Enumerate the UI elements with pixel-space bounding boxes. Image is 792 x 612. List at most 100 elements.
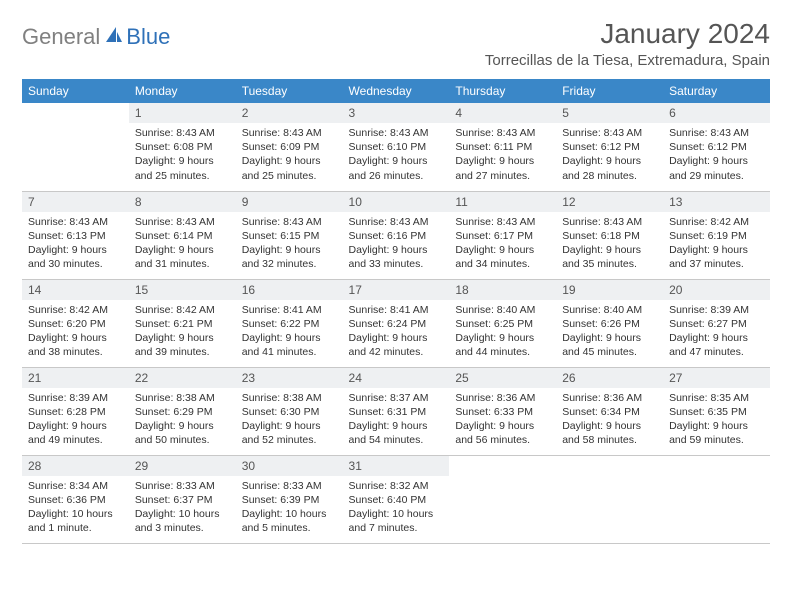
- day-text: Sunrise: 8:43 AMSunset: 6:15 PMDaylight:…: [236, 212, 343, 277]
- day-number: 17: [343, 280, 450, 300]
- day-number: 2: [236, 103, 343, 123]
- calendar-cell: 30Sunrise: 8:33 AMSunset: 6:39 PMDayligh…: [236, 455, 343, 543]
- day-text: Sunrise: 8:32 AMSunset: 6:40 PMDaylight:…: [343, 476, 450, 541]
- day-number: 24: [343, 368, 450, 388]
- day-number: 23: [236, 368, 343, 388]
- calendar-cell: 22Sunrise: 8:38 AMSunset: 6:29 PMDayligh…: [129, 367, 236, 455]
- calendar-body: 1Sunrise: 8:43 AMSunset: 6:08 PMDaylight…: [22, 103, 770, 543]
- day-text: Sunrise: 8:43 AMSunset: 6:17 PMDaylight:…: [449, 212, 556, 277]
- day-text: Sunrise: 8:43 AMSunset: 6:18 PMDaylight:…: [556, 212, 663, 277]
- day-text: Sunrise: 8:33 AMSunset: 6:39 PMDaylight:…: [236, 476, 343, 541]
- calendar-cell: 18Sunrise: 8:40 AMSunset: 6:25 PMDayligh…: [449, 279, 556, 367]
- day-number: [556, 456, 663, 462]
- day-text: Sunrise: 8:39 AMSunset: 6:28 PMDaylight:…: [22, 388, 129, 453]
- day-text: Sunrise: 8:33 AMSunset: 6:37 PMDaylight:…: [129, 476, 236, 541]
- month-title: January 2024: [485, 18, 770, 50]
- day-text: Sunrise: 8:40 AMSunset: 6:25 PMDaylight:…: [449, 300, 556, 365]
- day-number: 31: [343, 456, 450, 476]
- day-number: [663, 456, 770, 462]
- day-text: Sunrise: 8:43 AMSunset: 6:08 PMDaylight:…: [129, 123, 236, 188]
- calendar-cell: 19Sunrise: 8:40 AMSunset: 6:26 PMDayligh…: [556, 279, 663, 367]
- calendar-row: 1Sunrise: 8:43 AMSunset: 6:08 PMDaylight…: [22, 103, 770, 191]
- day-text: Sunrise: 8:36 AMSunset: 6:33 PMDaylight:…: [449, 388, 556, 453]
- day-number: 6: [663, 103, 770, 123]
- day-number: 16: [236, 280, 343, 300]
- day-number: 18: [449, 280, 556, 300]
- calendar-cell: [22, 103, 129, 191]
- calendar-cell: 10Sunrise: 8:43 AMSunset: 6:16 PMDayligh…: [343, 191, 450, 279]
- calendar-cell: 8Sunrise: 8:43 AMSunset: 6:14 PMDaylight…: [129, 191, 236, 279]
- calendar-cell: 11Sunrise: 8:43 AMSunset: 6:17 PMDayligh…: [449, 191, 556, 279]
- day-text: Sunrise: 8:36 AMSunset: 6:34 PMDaylight:…: [556, 388, 663, 453]
- calendar-cell: 13Sunrise: 8:42 AMSunset: 6:19 PMDayligh…: [663, 191, 770, 279]
- day-number: 21: [22, 368, 129, 388]
- day-text: Sunrise: 8:43 AMSunset: 6:16 PMDaylight:…: [343, 212, 450, 277]
- day-number: 27: [663, 368, 770, 388]
- weekday-header: Saturday: [663, 79, 770, 103]
- day-text: Sunrise: 8:39 AMSunset: 6:27 PMDaylight:…: [663, 300, 770, 365]
- day-text: Sunrise: 8:43 AMSunset: 6:12 PMDaylight:…: [556, 123, 663, 188]
- day-text: Sunrise: 8:42 AMSunset: 6:20 PMDaylight:…: [22, 300, 129, 365]
- calendar-cell: 6Sunrise: 8:43 AMSunset: 6:12 PMDaylight…: [663, 103, 770, 191]
- day-number: 1: [129, 103, 236, 123]
- day-text: Sunrise: 8:35 AMSunset: 6:35 PMDaylight:…: [663, 388, 770, 453]
- day-number: 13: [663, 192, 770, 212]
- calendar-cell: 4Sunrise: 8:43 AMSunset: 6:11 PMDaylight…: [449, 103, 556, 191]
- day-number: 22: [129, 368, 236, 388]
- calendar-cell: 31Sunrise: 8:32 AMSunset: 6:40 PMDayligh…: [343, 455, 450, 543]
- calendar-cell: [556, 455, 663, 543]
- weekday-header: Monday: [129, 79, 236, 103]
- day-number: 15: [129, 280, 236, 300]
- day-text: Sunrise: 8:43 AMSunset: 6:09 PMDaylight:…: [236, 123, 343, 188]
- day-text: Sunrise: 8:41 AMSunset: 6:22 PMDaylight:…: [236, 300, 343, 365]
- weekday-header: Sunday: [22, 79, 129, 103]
- day-text: Sunrise: 8:37 AMSunset: 6:31 PMDaylight:…: [343, 388, 450, 453]
- day-text: Sunrise: 8:43 AMSunset: 6:10 PMDaylight:…: [343, 123, 450, 188]
- calendar-cell: 1Sunrise: 8:43 AMSunset: 6:08 PMDaylight…: [129, 103, 236, 191]
- day-number: 11: [449, 192, 556, 212]
- weekday-header: Friday: [556, 79, 663, 103]
- calendar-table: Sunday Monday Tuesday Wednesday Thursday…: [22, 79, 770, 544]
- day-number: [449, 456, 556, 462]
- calendar-cell: 2Sunrise: 8:43 AMSunset: 6:09 PMDaylight…: [236, 103, 343, 191]
- day-number: [22, 103, 129, 109]
- day-number: 29: [129, 456, 236, 476]
- day-number: 19: [556, 280, 663, 300]
- day-text: Sunrise: 8:42 AMSunset: 6:21 PMDaylight:…: [129, 300, 236, 365]
- day-number: 30: [236, 456, 343, 476]
- calendar-cell: 16Sunrise: 8:41 AMSunset: 6:22 PMDayligh…: [236, 279, 343, 367]
- calendar-row: 28Sunrise: 8:34 AMSunset: 6:36 PMDayligh…: [22, 455, 770, 543]
- calendar-cell: 14Sunrise: 8:42 AMSunset: 6:20 PMDayligh…: [22, 279, 129, 367]
- calendar-cell: [449, 455, 556, 543]
- day-text: Sunrise: 8:43 AMSunset: 6:14 PMDaylight:…: [129, 212, 236, 277]
- calendar-cell: 25Sunrise: 8:36 AMSunset: 6:33 PMDayligh…: [449, 367, 556, 455]
- day-text: Sunrise: 8:42 AMSunset: 6:19 PMDaylight:…: [663, 212, 770, 277]
- logo-text-blue: Blue: [126, 24, 170, 50]
- calendar-cell: 26Sunrise: 8:36 AMSunset: 6:34 PMDayligh…: [556, 367, 663, 455]
- calendar-cell: 27Sunrise: 8:35 AMSunset: 6:35 PMDayligh…: [663, 367, 770, 455]
- day-text: Sunrise: 8:38 AMSunset: 6:30 PMDaylight:…: [236, 388, 343, 453]
- day-text: Sunrise: 8:38 AMSunset: 6:29 PMDaylight:…: [129, 388, 236, 453]
- calendar-row: 7Sunrise: 8:43 AMSunset: 6:13 PMDaylight…: [22, 191, 770, 279]
- title-block: January 2024 Torrecillas de la Tiesa, Ex…: [485, 18, 770, 69]
- day-number: 4: [449, 103, 556, 123]
- day-text: Sunrise: 8:43 AMSunset: 6:12 PMDaylight:…: [663, 123, 770, 188]
- day-number: 7: [22, 192, 129, 212]
- calendar-cell: 20Sunrise: 8:39 AMSunset: 6:27 PMDayligh…: [663, 279, 770, 367]
- calendar-row: 21Sunrise: 8:39 AMSunset: 6:28 PMDayligh…: [22, 367, 770, 455]
- location: Torrecillas de la Tiesa, Extremadura, Sp…: [485, 52, 770, 69]
- day-text: Sunrise: 8:41 AMSunset: 6:24 PMDaylight:…: [343, 300, 450, 365]
- day-text: Sunrise: 8:34 AMSunset: 6:36 PMDaylight:…: [22, 476, 129, 541]
- day-number: 3: [343, 103, 450, 123]
- day-number: 8: [129, 192, 236, 212]
- weekday-header: Tuesday: [236, 79, 343, 103]
- day-number: 5: [556, 103, 663, 123]
- calendar-cell: 29Sunrise: 8:33 AMSunset: 6:37 PMDayligh…: [129, 455, 236, 543]
- calendar-cell: 23Sunrise: 8:38 AMSunset: 6:30 PMDayligh…: [236, 367, 343, 455]
- logo: General Blue: [22, 18, 170, 50]
- calendar-cell: 3Sunrise: 8:43 AMSunset: 6:10 PMDaylight…: [343, 103, 450, 191]
- day-number: 14: [22, 280, 129, 300]
- calendar-cell: 21Sunrise: 8:39 AMSunset: 6:28 PMDayligh…: [22, 367, 129, 455]
- day-text: Sunrise: 8:43 AMSunset: 6:11 PMDaylight:…: [449, 123, 556, 188]
- weekday-header-row: Sunday Monday Tuesday Wednesday Thursday…: [22, 79, 770, 103]
